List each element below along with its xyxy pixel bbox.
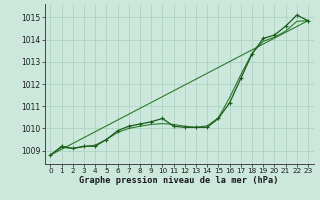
X-axis label: Graphe pression niveau de la mer (hPa): Graphe pression niveau de la mer (hPa): [79, 176, 279, 185]
